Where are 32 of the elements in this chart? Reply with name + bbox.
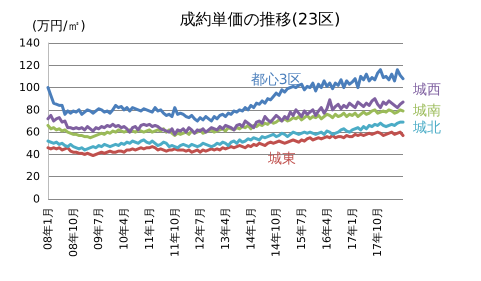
line-series (46, 68, 404, 122)
chart-title: 成約単価の推移(23区) (180, 10, 340, 28)
series-label: 都心3区 (250, 72, 302, 88)
y-tick-label: 60 (26, 126, 40, 139)
x-tick-label: 14年1月 (244, 207, 258, 250)
x-tick-label: 13年4月 (219, 207, 232, 250)
series-label: 城東 (266, 151, 296, 168)
x-tick-label: 11年10月 (168, 207, 182, 257)
x-tick-label: 08年10月 (66, 207, 80, 257)
series-label: 城南 (412, 102, 441, 119)
x-tick-label: 11年1月 (142, 207, 156, 250)
y-axis-title: (万円/㎡) (32, 19, 86, 34)
y-tick-label: 80 (26, 103, 40, 116)
y-tick-label: 100 (19, 81, 40, 94)
x-tick-label: 17年1月 (346, 207, 359, 250)
y-tick-label: 120 (19, 58, 40, 72)
x-tick-label: 14年10月 (270, 207, 283, 257)
y-tick-label: 20 (26, 170, 40, 184)
x-tick-label: 09年7月 (92, 207, 106, 250)
x-tick-label: 16年4月 (320, 207, 334, 250)
x-tick-label: 12年7月 (194, 207, 207, 250)
y-tick-label: 40 (26, 148, 40, 161)
line-series (46, 120, 404, 152)
x-tick-label: 10年4月 (118, 207, 131, 250)
line-series (46, 97, 404, 136)
y-tick-label: 0 (33, 192, 40, 206)
series-label: 城北 (412, 120, 441, 136)
x-tick-label: 15年7月 (295, 207, 308, 250)
series-label: 城西 (412, 82, 441, 98)
x-tick-label: 08年1月 (42, 207, 54, 250)
x-tick-label: 17年10月 (371, 207, 384, 257)
y-tick-label: 140 (19, 36, 40, 50)
